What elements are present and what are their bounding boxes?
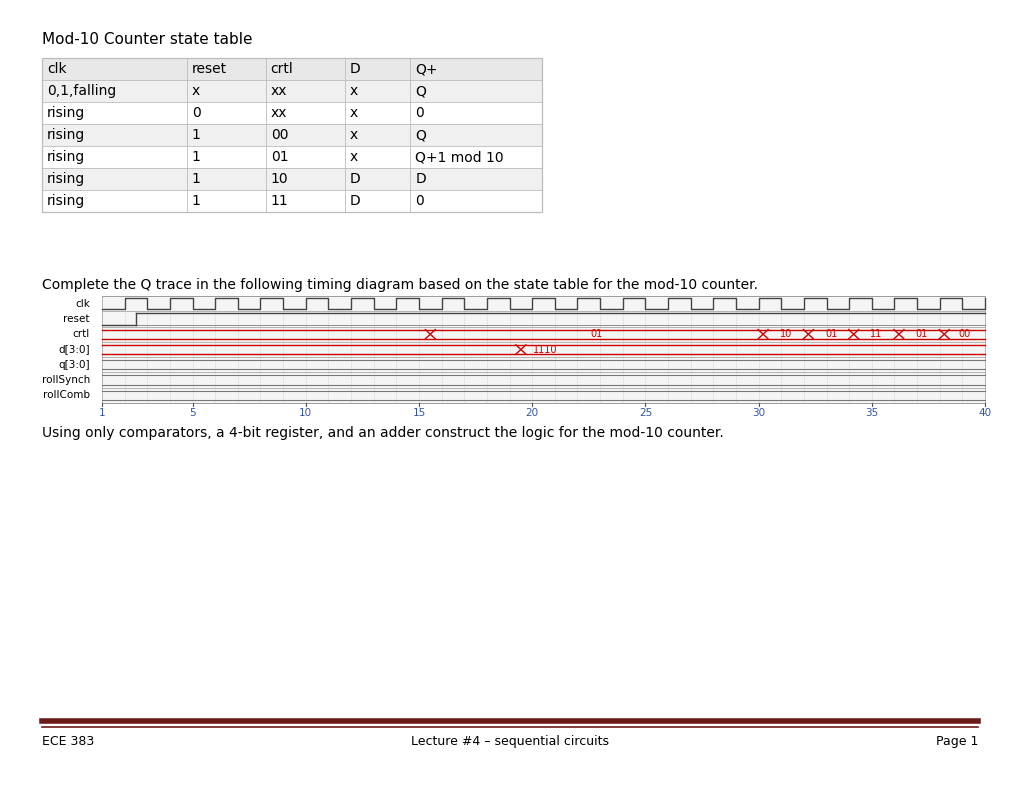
Text: crtl: crtl (270, 62, 293, 76)
Text: 1: 1 (192, 194, 201, 208)
Text: 0,1,falling: 0,1,falling (47, 84, 116, 98)
Text: 40: 40 (977, 408, 990, 418)
Bar (102, 296, 984, 403)
Text: D: D (350, 172, 360, 186)
Text: 0: 0 (415, 194, 424, 208)
Text: 11: 11 (869, 329, 881, 339)
Text: clk: clk (47, 62, 66, 76)
Text: clk: clk (75, 299, 90, 309)
Text: 15: 15 (412, 408, 425, 418)
Text: rising: rising (47, 194, 86, 208)
Text: 30: 30 (751, 408, 764, 418)
Text: x: x (350, 128, 358, 142)
Text: rollComb: rollComb (43, 390, 90, 400)
Text: reset: reset (192, 62, 226, 76)
Text: 1: 1 (192, 128, 201, 142)
Bar (42, 124, 541, 146)
Bar (42, 58, 541, 212)
Text: 01: 01 (915, 329, 927, 339)
Text: 10: 10 (779, 329, 791, 339)
Text: Q+1 mod 10: Q+1 mod 10 (415, 150, 503, 164)
Text: x: x (350, 106, 358, 120)
Bar (42, 102, 541, 124)
Text: Complete the Q trace in the following timing diagram based on the state table fo: Complete the Q trace in the following ti… (42, 278, 757, 292)
Text: 11: 11 (270, 194, 288, 208)
Text: xx: xx (270, 106, 287, 120)
Text: 1: 1 (99, 408, 105, 418)
Text: 01: 01 (824, 329, 837, 339)
Text: ECE 383: ECE 383 (42, 735, 94, 748)
Text: 01: 01 (270, 150, 288, 164)
Bar (42, 146, 541, 168)
Text: q[3:0]: q[3:0] (58, 360, 90, 370)
Text: Mod-10 Counter state table: Mod-10 Counter state table (42, 32, 253, 47)
Text: D: D (415, 172, 426, 186)
Text: rising: rising (47, 150, 86, 164)
Text: d[3:0]: d[3:0] (58, 344, 90, 355)
Bar (42, 168, 541, 190)
Text: 25: 25 (638, 408, 651, 418)
Text: Q+: Q+ (415, 62, 437, 76)
Text: rising: rising (47, 172, 86, 186)
Text: 5: 5 (190, 408, 196, 418)
Text: Q: Q (415, 84, 426, 98)
Text: 1110: 1110 (532, 344, 556, 355)
Bar (42, 190, 541, 212)
Text: 35: 35 (864, 408, 877, 418)
Text: D: D (350, 62, 360, 76)
Text: xx: xx (270, 84, 287, 98)
Text: x: x (192, 84, 200, 98)
Text: D: D (350, 194, 360, 208)
Text: crtl: crtl (72, 329, 90, 339)
Text: x: x (350, 150, 358, 164)
Bar (42, 58, 541, 80)
Text: 10: 10 (270, 172, 288, 186)
Text: Lecture #4 – sequential circuits: Lecture #4 – sequential circuits (411, 735, 608, 748)
Text: 10: 10 (299, 408, 312, 418)
Text: 20: 20 (525, 408, 538, 418)
Text: Page 1: Page 1 (934, 735, 977, 748)
Text: Q: Q (415, 128, 426, 142)
Text: 01: 01 (590, 329, 602, 339)
Bar (42, 80, 541, 102)
Text: rising: rising (47, 106, 86, 120)
Text: reset: reset (63, 314, 90, 324)
Text: 00: 00 (270, 128, 288, 142)
Text: 0: 0 (192, 106, 201, 120)
Text: rising: rising (47, 128, 86, 142)
Text: rollSynch: rollSynch (42, 375, 90, 385)
Text: 00: 00 (958, 329, 970, 339)
Text: Using only comparators, a 4-bit register, and an adder construct the logic for t: Using only comparators, a 4-bit register… (42, 426, 723, 440)
Text: x: x (350, 84, 358, 98)
Text: 0: 0 (415, 106, 424, 120)
Text: 1: 1 (192, 150, 201, 164)
Text: 1: 1 (192, 172, 201, 186)
